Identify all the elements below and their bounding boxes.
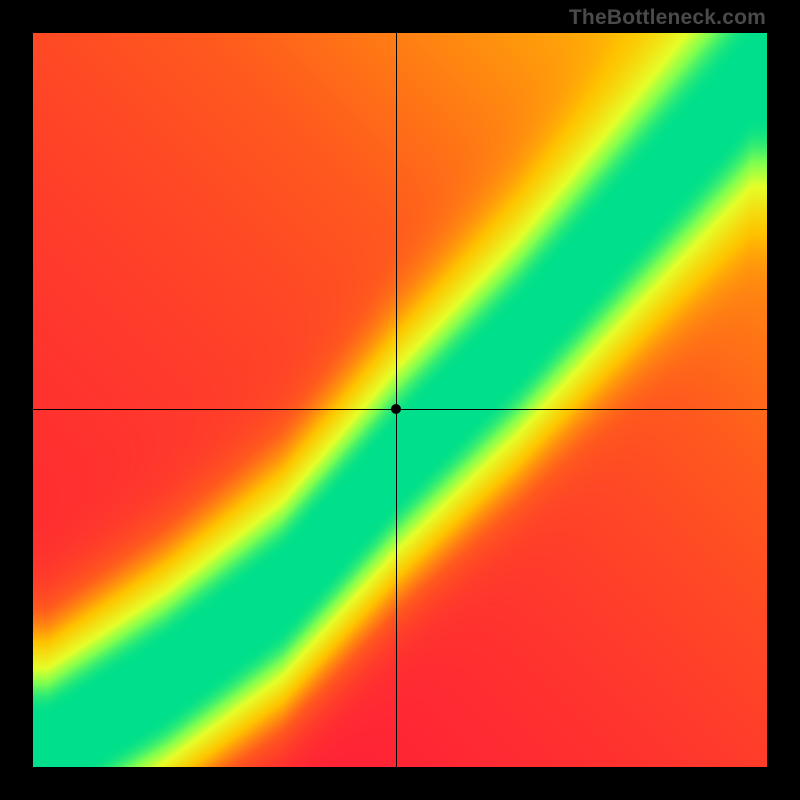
crosshair-marker — [391, 404, 401, 414]
chart-container: TheBottleneck.com — [0, 0, 800, 800]
crosshair-vertical — [396, 33, 397, 767]
watermark-text: TheBottleneck.com — [569, 6, 766, 30]
bottleneck-heatmap — [33, 33, 767, 767]
